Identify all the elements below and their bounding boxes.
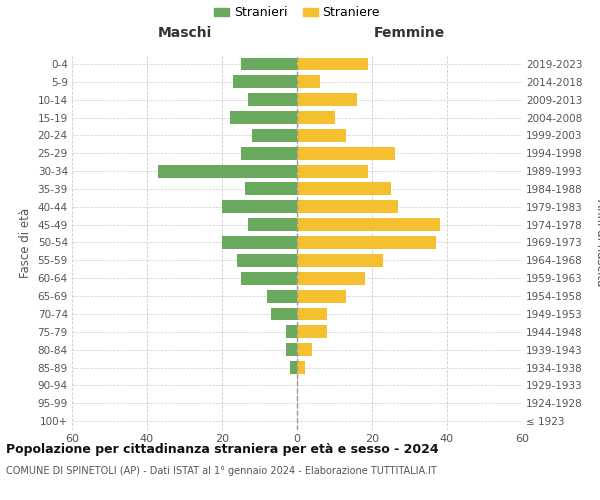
Bar <box>297 218 439 231</box>
Bar <box>297 76 320 88</box>
Y-axis label: Fasce di età: Fasce di età <box>19 208 32 278</box>
Text: Femmine: Femmine <box>374 26 445 40</box>
Bar <box>248 93 297 106</box>
Text: Popolazione per cittadinanza straniera per età e sesso - 2024: Popolazione per cittadinanza straniera p… <box>6 442 439 456</box>
Bar <box>241 58 297 70</box>
Bar <box>297 111 335 124</box>
Bar <box>286 343 297 356</box>
Bar <box>297 93 357 106</box>
Bar <box>297 200 398 213</box>
Bar <box>222 200 297 213</box>
Bar <box>290 361 297 374</box>
Bar <box>233 76 297 88</box>
Bar <box>229 111 297 124</box>
Bar <box>297 254 383 267</box>
Legend: Stranieri, Straniere: Stranieri, Straniere <box>209 2 385 24</box>
Bar <box>267 290 297 302</box>
Bar <box>297 343 312 356</box>
Bar <box>222 236 297 249</box>
Bar <box>297 326 327 338</box>
Bar <box>271 308 297 320</box>
Bar <box>297 129 346 142</box>
Bar <box>252 129 297 142</box>
Bar <box>241 272 297 284</box>
Bar <box>297 290 346 302</box>
Bar <box>297 58 368 70</box>
Bar <box>297 236 436 249</box>
Bar <box>297 308 327 320</box>
Bar <box>248 218 297 231</box>
Text: Maschi: Maschi <box>157 26 212 40</box>
Text: COMUNE DI SPINETOLI (AP) - Dati ISTAT al 1° gennaio 2024 - Elaborazione TUTTITAL: COMUNE DI SPINETOLI (AP) - Dati ISTAT al… <box>6 466 437 476</box>
Bar <box>297 361 305 374</box>
Bar <box>158 164 297 177</box>
Bar <box>286 326 297 338</box>
Bar <box>245 182 297 196</box>
Bar <box>297 147 395 160</box>
Bar <box>241 147 297 160</box>
Bar <box>297 272 365 284</box>
Bar <box>297 164 368 177</box>
Bar <box>237 254 297 267</box>
Bar <box>297 182 391 196</box>
Y-axis label: Anni di nascita: Anni di nascita <box>594 199 600 286</box>
